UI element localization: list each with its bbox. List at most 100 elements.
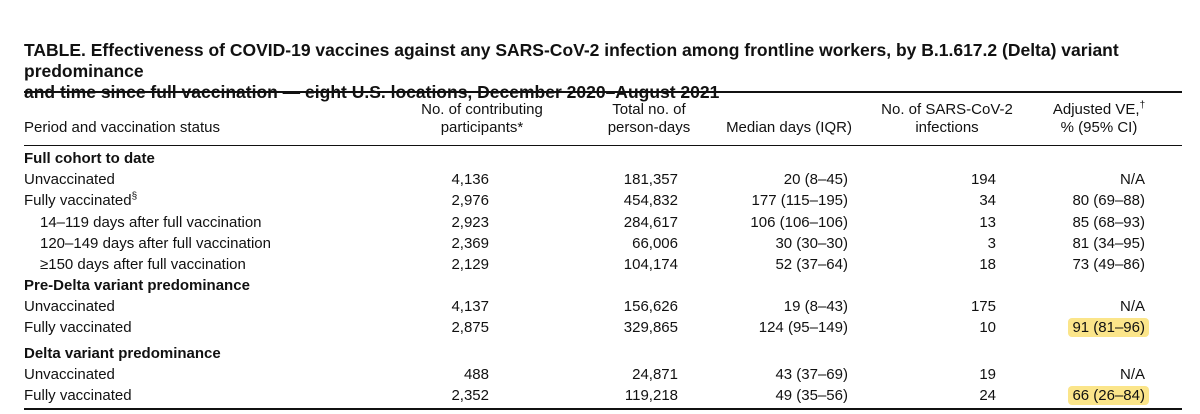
row-label: Fully vaccinated xyxy=(24,317,132,338)
cell-adjusted-ve: 81 (34–95) xyxy=(1072,233,1145,254)
cell-participants: 2,976 xyxy=(451,192,489,210)
table-title-line-1: TABLE. Effectiveness of COVID-19 vaccine… xyxy=(24,40,1119,81)
table-row: Unvaccinated 488 24,871 43 (37–69) 19 N/A xyxy=(24,364,1184,385)
cell-infections: 24 xyxy=(979,387,996,405)
highlighted-ve-value: 91 (81–96) xyxy=(1068,318,1149,338)
header-median-days: Median days (IQR) xyxy=(726,119,852,136)
row-label-text: ≥150 days after full vaccination xyxy=(40,256,246,273)
header-person-days: Total no. of person-days xyxy=(584,101,714,137)
cell-median-days: 106 (106–106) xyxy=(750,213,848,231)
cell-person-days: 24,871 xyxy=(632,366,678,384)
top-rule xyxy=(24,91,1182,93)
header-infections: No. of SARS-CoV-2 infections xyxy=(872,101,1022,137)
cell-median-days: 124 (95–149) xyxy=(758,319,848,337)
row-label-text: Unvaccinated xyxy=(24,366,115,384)
cell-participants: 2,923 xyxy=(451,213,489,231)
table-row: Fully vaccinated 2,875 329,865 124 (95–149)… xyxy=(24,317,1184,338)
section-title: Full cohort to date xyxy=(24,150,155,167)
cell-infections: 194 xyxy=(970,171,996,189)
row-label-text: Fully vaccinated xyxy=(24,192,132,210)
cell-adjusted-ve: 80 (69–88) xyxy=(1072,190,1145,211)
table-title: TABLE. Effectiveness of COVID-19 vaccine… xyxy=(24,40,1194,103)
header-participants: No. of contributing participants* xyxy=(392,101,572,137)
cell-median-days: 177 (115–195) xyxy=(751,192,848,210)
table-row: Fully vaccinated§ 2,976 454,832 177 (115–19… xyxy=(24,190,1184,211)
cell-median-days: 30 (30–30) xyxy=(775,234,848,252)
table-row: ≥150 days after full vaccination 2,129 104… xyxy=(24,254,1184,275)
row-label: 14–119 days after full vaccination xyxy=(40,212,262,233)
ve-value: N/A xyxy=(1119,298,1145,316)
row-label: 120–149 days after full vaccination xyxy=(40,233,271,254)
cell-person-days: 156,626 xyxy=(623,298,678,316)
cell-median-days: 20 (8–45) xyxy=(783,171,848,189)
row-label: Unvaccinated xyxy=(24,364,115,385)
cell-adjusted-ve: 73 (49–86) xyxy=(1072,254,1145,275)
cell-median-days: 43 (37–69) xyxy=(775,366,848,384)
ve-value: 73 (49–86) xyxy=(1072,256,1145,273)
cell-adjusted-ve: 66 (26–84) xyxy=(1068,385,1149,406)
cell-participants: 2,369 xyxy=(451,234,489,252)
cell-infections: 18 xyxy=(979,256,996,273)
cell-adjusted-ve: 85 (68–93) xyxy=(1072,212,1145,233)
header-ve-dagger: † xyxy=(1139,100,1146,111)
header-ve-line-2: % (95% CI) xyxy=(1060,119,1138,136)
cell-infections: 3 xyxy=(987,234,996,252)
cell-person-days: 104,174 xyxy=(623,256,678,273)
row-label: ≥150 days after full vaccination xyxy=(40,254,246,275)
row-label-text: 14–119 days after full vaccination xyxy=(40,213,262,231)
highlighted-ve-value: 66 (26–84) xyxy=(1068,386,1149,406)
header-ve-text: Adjusted VE, xyxy=(1052,101,1140,118)
header-infections-line-1: No. of SARS-CoV-2 xyxy=(881,101,1013,118)
cell-adjusted-ve: N/A xyxy=(1120,169,1145,190)
header-adjusted-ve: Adjusted VE,† % (95% CI) xyxy=(1034,101,1164,137)
cell-infections: 175 xyxy=(970,298,996,316)
cell-participants: 2,129 xyxy=(451,256,489,273)
bottom-rule xyxy=(24,408,1182,410)
cell-participants: 4,137 xyxy=(451,298,489,316)
header-participants-line-2: participants* xyxy=(440,119,524,136)
table-row: Unvaccinated 4,137 156,626 19 (8–43) 175 N/A xyxy=(24,296,1184,317)
cell-infections: 34 xyxy=(979,192,996,210)
table-row: 14–119 days after full vaccination 2,923 2… xyxy=(24,212,1184,233)
row-label: Fully vaccinated§ xyxy=(24,190,137,211)
row-label-text: Unvaccinated xyxy=(24,298,115,316)
cell-infections: 10 xyxy=(979,319,996,337)
ve-value: N/A xyxy=(1119,366,1145,384)
cell-adjusted-ve: N/A xyxy=(1120,296,1145,317)
row-label: Unvaccinated xyxy=(24,296,115,317)
row-label: Fully vaccinated xyxy=(24,385,132,406)
header-ve-line-1: Adjusted VE,† xyxy=(1034,101,1164,119)
section-header-row: Delta variant predominance xyxy=(24,343,1184,364)
section-header-row: Full cohort to date xyxy=(24,148,1184,169)
section-title: Pre-Delta variant predominance xyxy=(24,277,250,294)
row-label-text: 120–149 days after full vaccination xyxy=(40,234,271,252)
header-period: Period and vaccination status xyxy=(24,119,220,136)
cell-median-days: 49 (35–56) xyxy=(775,387,848,405)
cell-person-days: 284,617 xyxy=(623,213,678,231)
cell-person-days: 329,865 xyxy=(623,319,678,337)
cell-person-days: 181,357 xyxy=(623,171,678,189)
ve-value: 80 (69–88) xyxy=(1072,192,1145,210)
table-row: Unvaccinated 4,136 181,357 20 (8–45) 194 N/A xyxy=(24,169,1184,190)
cell-median-days: 19 (8–43) xyxy=(783,298,848,316)
ve-value: N/A xyxy=(1119,171,1145,189)
row-label-text: Fully vaccinated xyxy=(24,319,132,337)
cell-infections: 13 xyxy=(979,213,996,231)
cell-median-days: 52 (37–64) xyxy=(775,256,848,273)
header-participants-line-1: No. of contributing xyxy=(421,101,543,118)
footnote-marker: § xyxy=(131,191,138,203)
row-label-text: Fully vaccinated xyxy=(24,387,132,405)
row-label: Unvaccinated xyxy=(24,169,115,190)
table-row: Fully vaccinated 2,352 119,218 49 (35–56) 24… xyxy=(24,385,1184,406)
section-header-row: Pre-Delta variant predominance xyxy=(24,275,1184,296)
ve-value: 85 (68–93) xyxy=(1072,213,1145,231)
section-title: Delta variant predominance xyxy=(24,345,221,362)
cell-person-days: 66,006 xyxy=(632,234,678,252)
cell-infections: 19 xyxy=(979,366,996,384)
header-person-days-line-1: Total no. of xyxy=(612,101,686,118)
row-label-text: Unvaccinated xyxy=(24,171,115,189)
cell-participants: 2,875 xyxy=(451,319,489,337)
cell-person-days: 454,832 xyxy=(623,192,678,210)
header-person-days-line-2: person-days xyxy=(607,119,691,136)
table-row: 120–149 days after full vaccination 2,369… xyxy=(24,233,1184,254)
